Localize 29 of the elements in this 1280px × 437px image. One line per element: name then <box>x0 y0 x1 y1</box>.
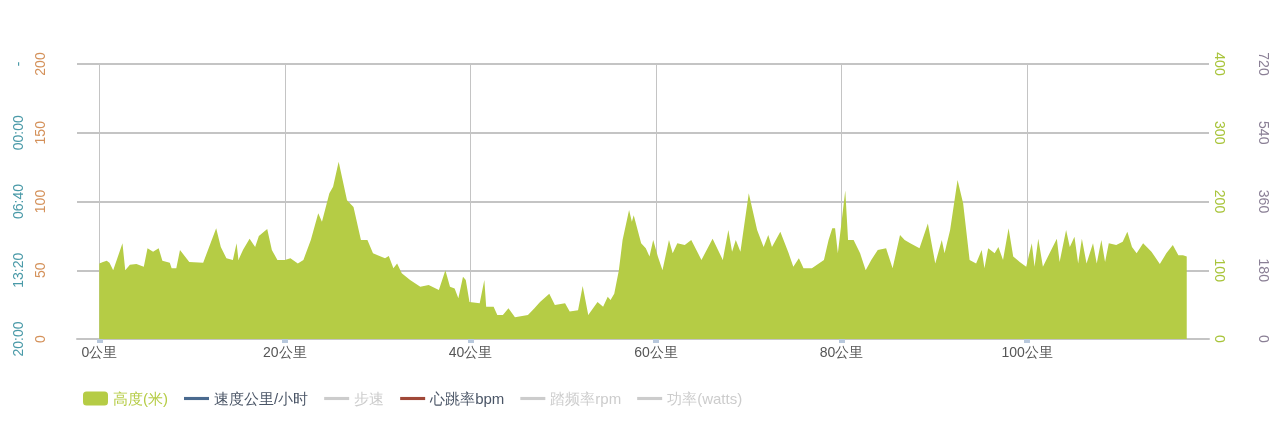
y3-tick-label: 720 <box>1256 52 1272 76</box>
y-tick-label: 0 <box>32 334 48 343</box>
text: - <box>10 61 26 67</box>
y2-tick-label: 300 <box>1212 121 1228 145</box>
y3-tick-label: 0 <box>1256 335 1272 344</box>
x-tick-label: 60公里 <box>634 344 678 360</box>
y2-tick-label: 0 <box>1212 335 1228 344</box>
y2-tick-label: 200 <box>1212 189 1228 214</box>
y-tick-label: 200 <box>32 52 48 76</box>
legend-label: 高度(米) <box>113 390 168 407</box>
text: 06:40 <box>10 183 26 220</box>
y3-tick-label: 360 <box>1256 189 1272 214</box>
text: 13:20 <box>10 252 26 288</box>
y3-tick-label: 540 <box>1256 121 1272 145</box>
x-tick-label: 40公里 <box>448 344 493 360</box>
y2-tick-label: 400 <box>1212 52 1228 76</box>
x-tick-label: 0公里 <box>81 344 118 360</box>
text: 00:00 <box>10 115 26 151</box>
y-tick-label: 150 <box>32 120 48 145</box>
y-tick-label: 100 <box>32 189 48 214</box>
x-tick-label: 20公里 <box>263 344 307 360</box>
y2-tick-label: 100 <box>1212 258 1228 283</box>
x-tick-label: 100公里 <box>1001 344 1053 360</box>
text: 20:00 <box>10 321 26 357</box>
y-tick-label: 50 <box>32 262 48 279</box>
legend-label: 速度公里/小时 <box>213 390 309 407</box>
x-tick-label: 80公里 <box>819 344 864 360</box>
y3-tick-label: 180 <box>1256 258 1272 283</box>
legend-label: 心跳率bpm <box>429 390 505 407</box>
